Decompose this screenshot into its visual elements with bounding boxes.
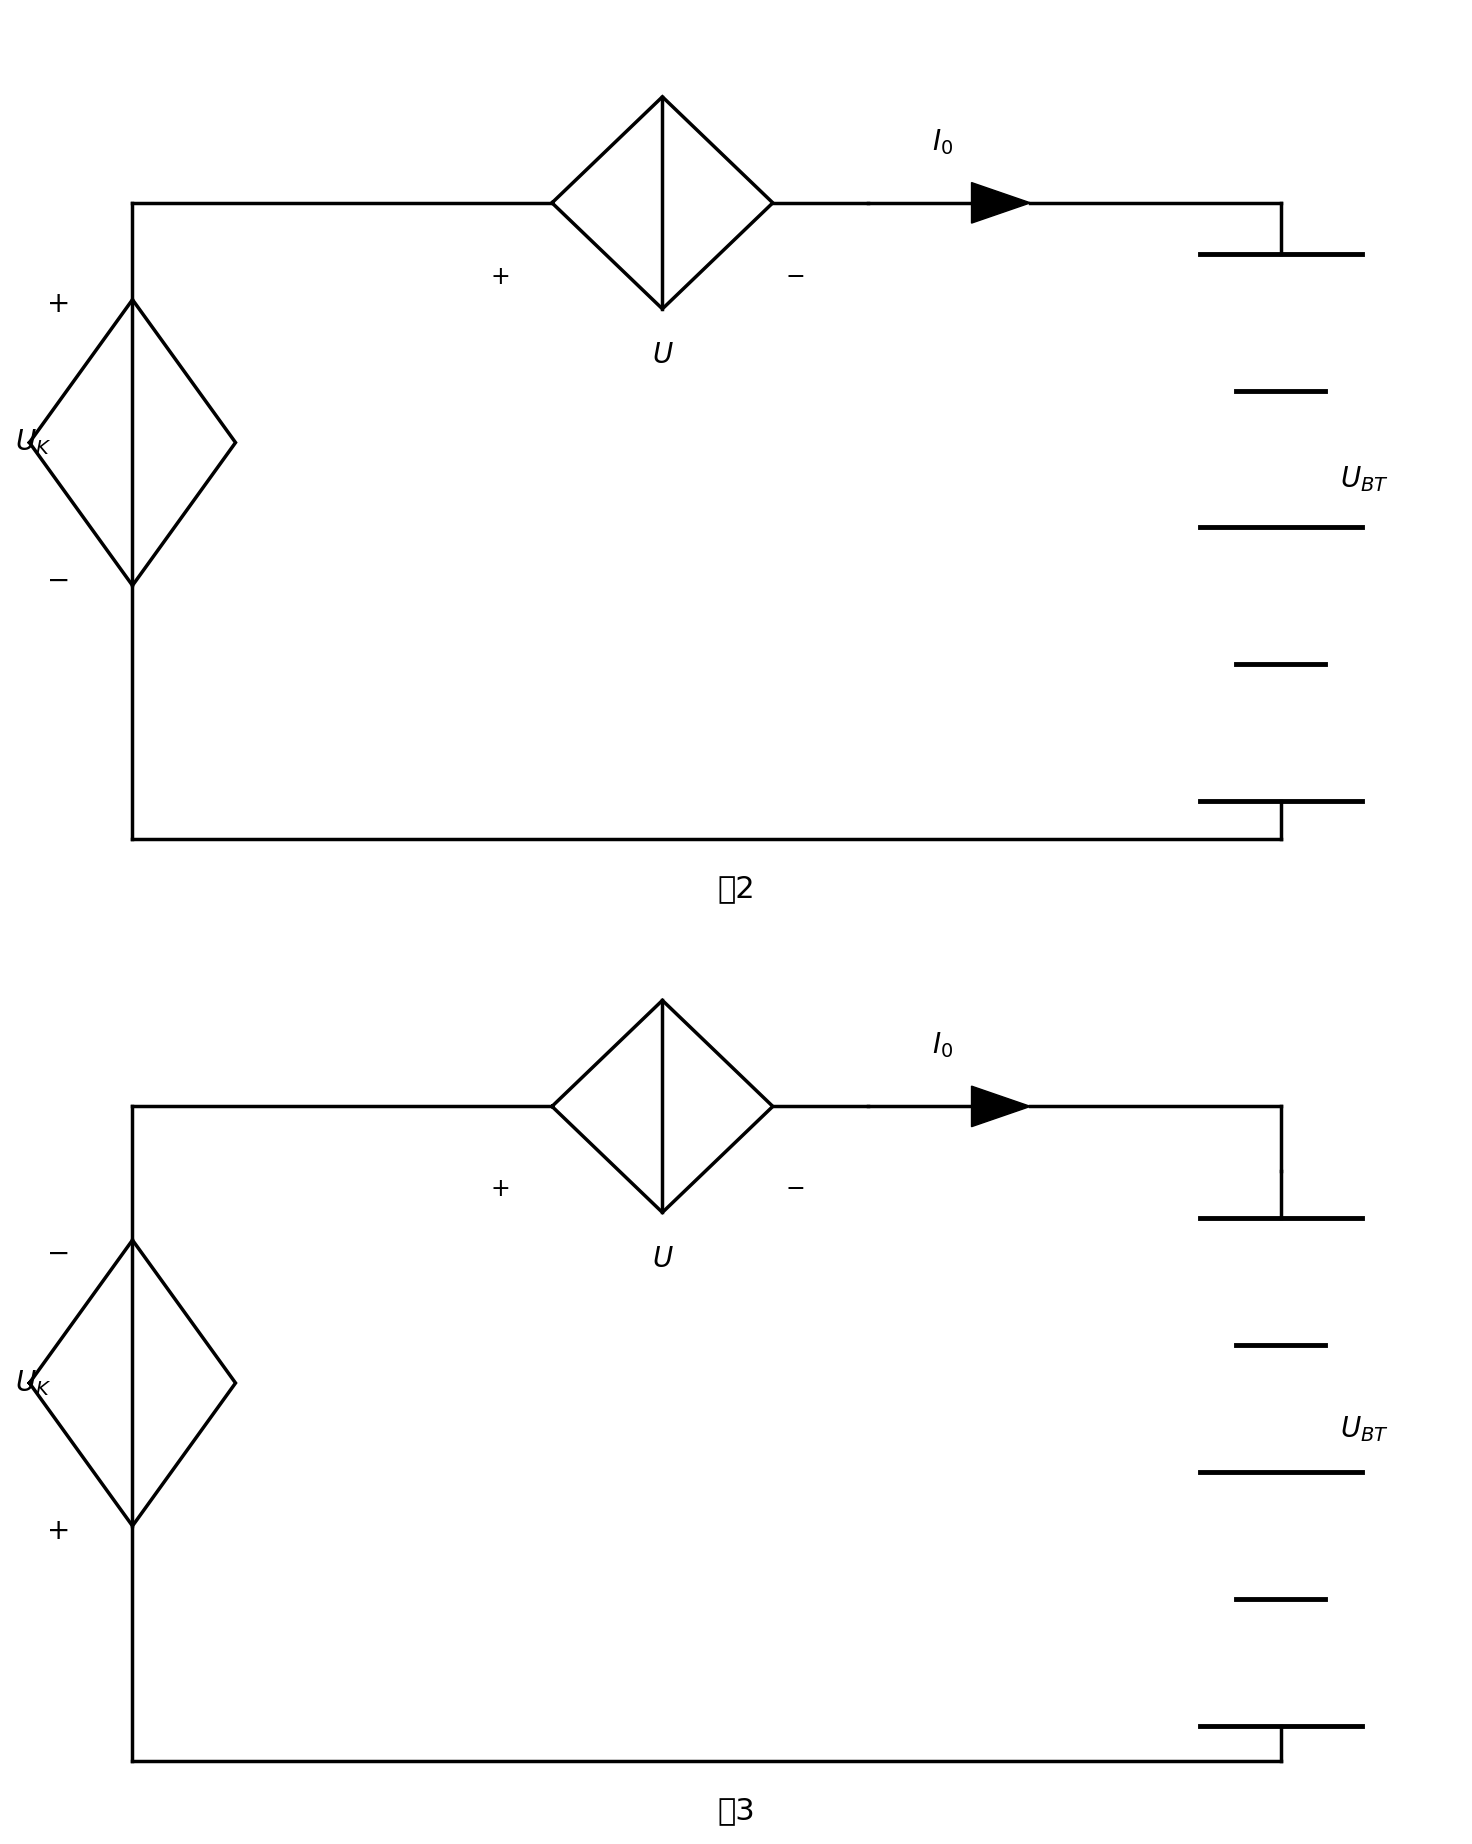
Text: $U_{BT}$: $U_{BT}$ <box>1340 1414 1388 1444</box>
Text: $I_0$: $I_0$ <box>932 1031 952 1060</box>
Text: −: − <box>47 1239 71 1269</box>
Text: +: + <box>490 1176 511 1202</box>
Text: −: − <box>785 264 805 290</box>
Text: $U_{BT}$: $U_{BT}$ <box>1340 465 1388 494</box>
Text: +: + <box>47 290 71 319</box>
Text: $U_K$: $U_K$ <box>15 1368 52 1398</box>
Polygon shape <box>972 183 1030 223</box>
Text: $U$: $U$ <box>652 1245 673 1272</box>
Text: +: + <box>490 264 511 290</box>
Text: $I_0$: $I_0$ <box>932 127 952 157</box>
Text: 图3: 图3 <box>717 1796 755 1826</box>
Text: $U$: $U$ <box>652 341 673 369</box>
Text: $U_K$: $U_K$ <box>15 428 52 457</box>
Text: −: − <box>785 1176 805 1202</box>
Polygon shape <box>972 1086 1030 1127</box>
Text: −: − <box>47 566 71 596</box>
Text: +: + <box>47 1516 71 1545</box>
Text: 图2: 图2 <box>717 874 755 904</box>
